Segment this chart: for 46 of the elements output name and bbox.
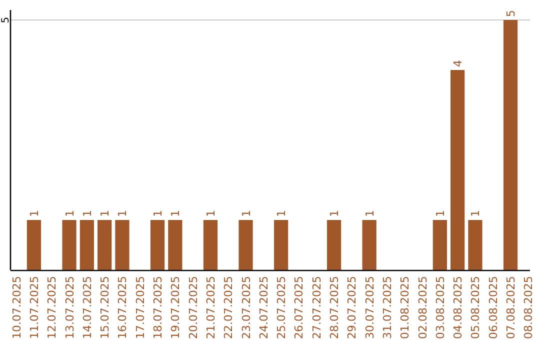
x-tick-label: 28.07.2025	[328, 276, 342, 339]
x-tick-label: 29.07.2025	[346, 276, 359, 339]
data-label: 1	[63, 210, 76, 217]
data-label: 4	[452, 60, 465, 67]
x-tick-label: 15.07.2025	[98, 276, 112, 339]
x-tick-label: 12.07.2025	[46, 276, 59, 339]
x-tick-label: 30.07.2025	[363, 276, 376, 339]
x-tick-label: 16.07.2025	[116, 276, 130, 339]
x-tick-label: 25.07.2025	[275, 276, 288, 339]
x-tick-label: 08.08.2025	[522, 276, 536, 339]
x-tick-label: 19.07.2025	[169, 276, 182, 339]
data-label: 1	[240, 210, 253, 217]
x-tick-label: 11.07.2025	[28, 276, 41, 339]
data-label: 1	[28, 210, 41, 217]
x-tick-label: 03.08.2025	[434, 276, 447, 339]
x-tick-label: 10.07.2025	[10, 276, 24, 339]
data-label: 1	[80, 210, 94, 217]
data-label: 1	[328, 210, 342, 217]
data-label: 1	[469, 210, 482, 217]
x-tick-label: 04.08.2025	[452, 276, 465, 339]
x-tick-label: 06.08.2025	[486, 276, 500, 339]
x-tick-label: 13.07.2025	[63, 276, 76, 339]
data-label: 1	[275, 210, 288, 217]
x-tick-label: 05.08.2025	[469, 276, 482, 339]
x-tick-label: 27.07.2025	[310, 276, 324, 339]
data-label: 1	[363, 210, 376, 217]
data-label: 1	[169, 210, 182, 217]
x-tick-label: 26.07.2025	[292, 276, 306, 339]
x-tick-label: 14.07.2025	[80, 276, 94, 339]
data-label: 1	[434, 210, 447, 217]
data-label: 5	[504, 10, 518, 17]
x-tick-label: 01.08.2025	[398, 276, 412, 339]
data-label: 1	[98, 210, 112, 217]
x-tick-label: 17.07.2025	[134, 276, 147, 339]
data-label: 1	[116, 210, 130, 217]
x-tick-label: 23.07.2025	[240, 276, 253, 339]
x-tick-label: 07.08.2025	[504, 276, 518, 339]
x-tick-label: 24.07.2025	[257, 276, 270, 339]
x-tick-label: 31.07.2025	[380, 276, 394, 339]
x-tick-label: 21.07.2025	[204, 276, 218, 339]
x-tick-label: 18.07.2025	[152, 276, 165, 339]
x-tick-label: 20.07.2025	[186, 276, 200, 339]
x-tick-label: 02.08.2025	[416, 276, 430, 339]
x-tick-label: 22.07.2025	[222, 276, 236, 339]
data-label: 1	[204, 210, 218, 217]
data-label: 1	[152, 210, 165, 217]
